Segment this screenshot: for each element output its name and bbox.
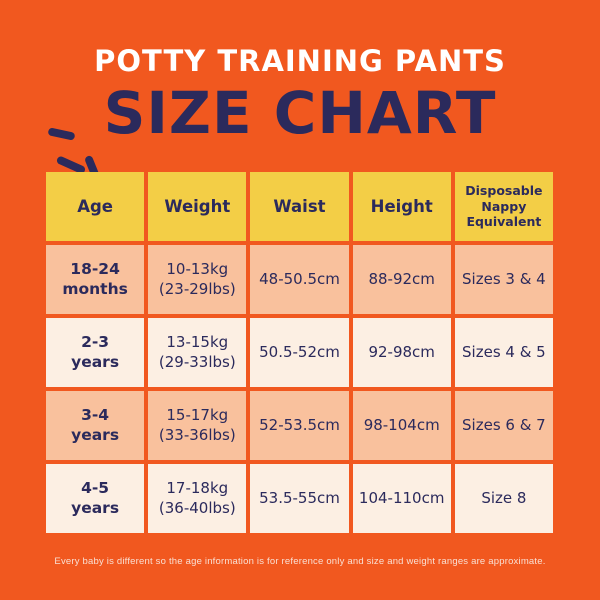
cell-line: months <box>62 279 128 298</box>
nappy-equivalent-cell: Size 8 <box>454 464 553 533</box>
cell-line: (33-36lbs) <box>158 425 236 444</box>
column-header-waist: Waist <box>250 172 349 241</box>
disclaimer-text: Every baby is different so the age infor… <box>54 556 546 567</box>
weight-cell: 15-17kg (33-36lbs) <box>148 391 247 460</box>
weight-cell: 10-13kg (23-29lbs) <box>148 245 247 314</box>
cell-line: years <box>71 425 120 444</box>
waist-cell: 53.5-55cm <box>250 464 349 533</box>
height-cell: 98-104cm <box>352 391 451 460</box>
cell-line: (36-40lbs) <box>158 498 236 517</box>
cell-line: years <box>71 352 120 371</box>
nappy-equivalent-cell: Sizes 4 & 5 <box>454 318 553 387</box>
waist-cell: 48-50.5cm <box>250 245 349 314</box>
waist-cell: 50.5-52cm <box>250 318 349 387</box>
height-cell: 92-98cm <box>352 318 451 387</box>
cell-line: 2-3 <box>81 332 110 351</box>
age-cell: 3-4 years <box>46 391 145 460</box>
cell-line: 3-4 <box>81 405 110 424</box>
age-cell: 4-5 years <box>46 464 145 533</box>
height-cell: 104-110cm <box>352 464 451 533</box>
age-cell: 18-24 months <box>46 245 145 314</box>
page-subtitle: POTTY TRAINING PANTS <box>94 44 506 78</box>
column-header-age: Age <box>46 172 145 241</box>
page-title: SIZE CHART <box>103 79 497 147</box>
cell-line: 13-15kg <box>166 333 229 352</box>
cell-line: 4-5 <box>81 478 110 497</box>
height-cell: 88-92cm <box>352 245 451 314</box>
cell-line: 17-18kg <box>166 479 229 498</box>
nappy-equivalent-cell: Sizes 6 & 7 <box>454 391 553 460</box>
cell-line: (23-29lbs) <box>158 279 236 298</box>
cell-line: 18-24 <box>70 259 120 278</box>
column-header-nappy-equivalent: Disposable Nappy Equivalent <box>454 172 553 241</box>
cell-line: 10-13kg <box>166 260 229 279</box>
column-header-height: Height <box>352 172 451 241</box>
column-header-weight: Weight <box>148 172 247 241</box>
weight-cell: 17-18kg (36-40lbs) <box>148 464 247 533</box>
cell-line: years <box>71 498 120 517</box>
age-cell: 2-3 years <box>46 318 145 387</box>
nappy-equivalent-cell: Sizes 3 & 4 <box>454 245 553 314</box>
size-table: Age Weight Waist Height Disposable Nappy… <box>46 172 553 533</box>
weight-cell: 13-15kg (29-33lbs) <box>148 318 247 387</box>
cell-line: (29-33lbs) <box>158 352 236 371</box>
waist-cell: 52-53.5cm <box>250 391 349 460</box>
cell-line: 15-17kg <box>166 406 229 425</box>
